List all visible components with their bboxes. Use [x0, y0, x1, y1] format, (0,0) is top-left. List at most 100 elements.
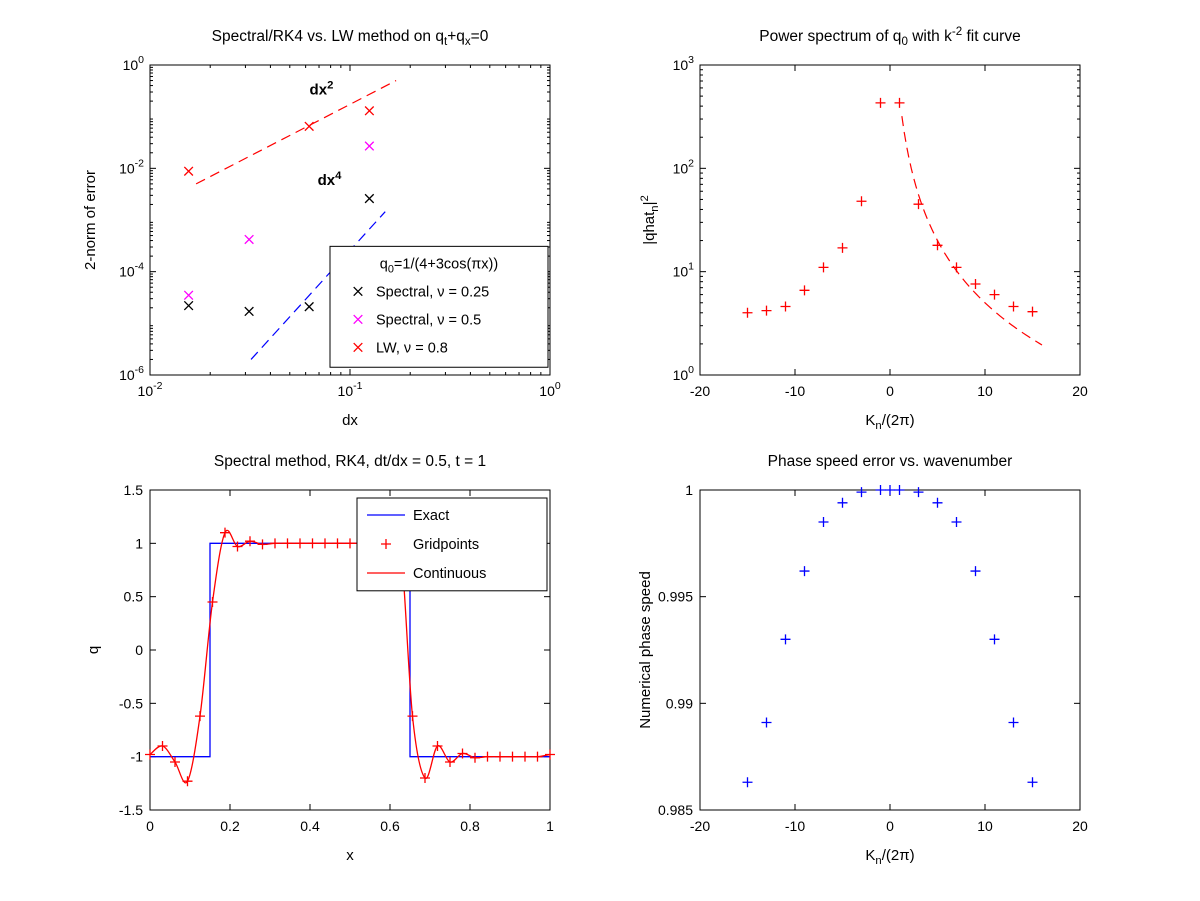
plus-marker [482, 751, 493, 762]
y-axis-label: q [85, 646, 102, 654]
x-tick-label: 10-1 [338, 380, 363, 399]
plus-marker [407, 711, 418, 722]
plus-marker [545, 749, 555, 760]
legend-marker [353, 342, 363, 353]
y-tick-label: 0.985 [658, 802, 693, 818]
y-tick-label: 0 [135, 642, 143, 658]
plus-marker [520, 751, 530, 762]
chart-title: Power spectrum of q0 with k-2 fit curve [759, 25, 1020, 48]
series-spectrum [742, 97, 1038, 318]
legend: q0=1/(4+3cos(πx)) Spectral, ν = 0.25 Spect… [329, 245, 549, 368]
chart-title: Spectral method, RK4, dt/dx = 0.5, t = 1 [214, 453, 486, 470]
guide-line-label: dx2 [310, 79, 334, 98]
axes-ticks [149, 489, 551, 811]
plus-marker [195, 711, 205, 722]
x-tick-label: 20 [1072, 383, 1088, 399]
y-tick-label: -1 [131, 749, 144, 765]
plus-marker [445, 757, 455, 767]
plus-marker [145, 749, 155, 760]
plus-marker [495, 751, 505, 762]
plus-marker [837, 242, 848, 253]
plus-marker [157, 741, 168, 751]
legend: Exact Gridpoints Continuous [356, 497, 548, 592]
plus-marker [207, 597, 218, 607]
series-phase-speed [742, 485, 1038, 788]
legend-entry-label: Gridpoints [413, 537, 479, 553]
plus-marker [270, 538, 280, 549]
y-axis-label: 2-norm of error [82, 170, 99, 270]
y-tick-label: 1 [685, 482, 693, 498]
plus-marker [932, 497, 943, 508]
x-marker [304, 121, 314, 132]
plus-marker [799, 566, 810, 577]
plus-marker [913, 487, 924, 498]
plus-marker [989, 289, 1000, 300]
x-tick-label: 0 [886, 818, 894, 834]
plus-marker [345, 538, 355, 549]
legend-entry-label: Exact [413, 508, 449, 524]
y-tick-label: 10-6 [119, 364, 144, 383]
plus-marker [894, 485, 905, 495]
legend-marker [353, 286, 363, 297]
plus-marker [245, 536, 255, 547]
plus-marker [989, 634, 1000, 645]
plus-marker [875, 97, 886, 108]
x-axis-label: x [346, 847, 354, 864]
y-tick-label: 10-2 [119, 157, 144, 176]
subplot-convergence: 10-2 10-1 100 10-6 10-4 10-2 100 Spectral/RK4 v… [82, 28, 561, 429]
legend-marker [353, 314, 363, 325]
guide-line [250, 211, 386, 360]
x-marker [183, 166, 194, 176]
axes-ticks [149, 64, 551, 376]
plus-marker [818, 517, 829, 527]
legend-box [329, 245, 549, 368]
plus-marker [470, 752, 480, 763]
x-marker [183, 300, 194, 311]
series-lw-0-8 [183, 106, 375, 176]
plus-marker [332, 538, 343, 549]
y-tick-label: 101 [673, 261, 695, 280]
plus-marker [932, 240, 943, 251]
plus-marker [420, 773, 430, 783]
x-tick-label: 0.8 [460, 818, 480, 834]
plus-marker [507, 751, 518, 762]
plus-marker [182, 776, 193, 787]
y-axis-label: |qhatn|2 [639, 195, 661, 245]
plus-marker [232, 541, 243, 552]
legend-entry-label: Spectral, ν = 0.5 [376, 312, 481, 328]
plus-marker [818, 262, 829, 273]
x-marker [364, 141, 375, 151]
x-marker [183, 290, 194, 300]
x-tick-label: -20 [690, 383, 710, 399]
x-tick-label: 10-2 [138, 380, 163, 399]
x-tick-label: 0 [146, 818, 154, 834]
plus-marker [1008, 717, 1019, 728]
plus-marker [1027, 777, 1038, 788]
plus-marker [282, 538, 293, 549]
plus-marker [1008, 301, 1019, 312]
plus-marker [170, 757, 180, 767]
plus-marker [780, 634, 791, 645]
plus-marker [951, 517, 962, 527]
chart-title: Spectral/RK4 vs. LW method on qt+qx=0 [212, 28, 489, 48]
x-marker [364, 193, 375, 204]
plus-marker [875, 485, 886, 495]
legend-entry-label: Spectral, ν = 0.25 [376, 284, 489, 300]
plus-marker [970, 278, 981, 289]
plus-marker [761, 305, 772, 316]
x-marker [244, 306, 254, 317]
y-tick-label: 0.995 [658, 589, 693, 605]
legend-entry-label: Continuous [413, 566, 486, 582]
y-tick-label: -0.5 [119, 695, 143, 711]
x-tick-label: 0.4 [300, 818, 320, 834]
x-tick-label: -10 [785, 383, 805, 399]
plus-marker [970, 566, 981, 577]
y-tick-label: 103 [673, 54, 695, 73]
plus-marker [780, 301, 791, 312]
x-tick-label: 100 [539, 380, 561, 399]
subplot-power-spectrum: -20 -10 0 10 20 100 101 102 103 Power spectrum of… [639, 25, 1088, 432]
y-tick-label: 0.99 [666, 695, 693, 711]
plus-marker [307, 538, 318, 549]
plus-marker [220, 527, 230, 538]
